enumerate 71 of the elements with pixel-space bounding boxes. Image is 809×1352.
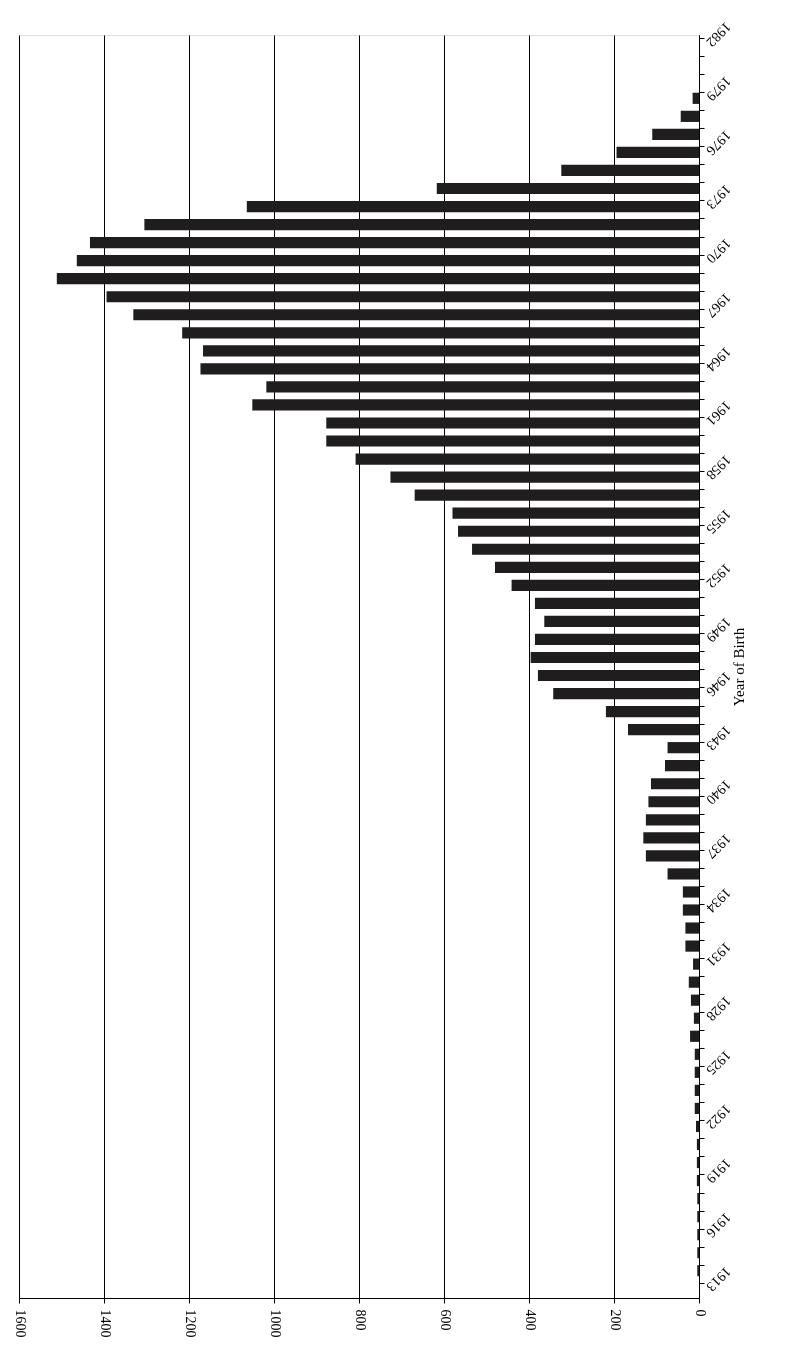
bar	[645, 814, 699, 826]
bar	[544, 615, 699, 627]
bar	[452, 507, 699, 519]
bar	[682, 886, 699, 898]
x-tick-label: 400	[522, 1309, 538, 1331]
bar	[696, 1138, 699, 1151]
bar	[534, 633, 699, 646]
bar	[495, 561, 699, 573]
bar	[694, 1066, 699, 1078]
bar	[472, 543, 699, 555]
bar	[643, 832, 699, 844]
bar	[688, 976, 699, 988]
x-tick-label: 600	[437, 1309, 453, 1331]
bar	[692, 92, 699, 104]
bar	[355, 453, 699, 465]
x-tick-label: 1400	[97, 1309, 113, 1338]
bar	[414, 489, 699, 501]
bar	[530, 651, 699, 664]
bar	[645, 850, 699, 862]
bar	[553, 687, 699, 700]
bar	[436, 182, 699, 195]
bar	[76, 255, 699, 267]
bar	[696, 1156, 699, 1169]
bar	[690, 1030, 699, 1042]
bar	[89, 237, 699, 249]
bar	[616, 146, 699, 159]
bar	[326, 417, 699, 429]
bar	[665, 760, 699, 772]
bar	[200, 363, 699, 375]
x-tick-label: 0	[692, 1309, 708, 1317]
bar	[605, 706, 699, 718]
bar	[106, 291, 699, 303]
y-axis-title: Year of Birth	[731, 627, 748, 707]
x-tick-label: 1200	[182, 1309, 198, 1338]
bar	[252, 399, 699, 411]
x-tick-label: 1000	[267, 1309, 283, 1338]
bar	[246, 200, 699, 213]
bar	[682, 904, 699, 916]
bar	[144, 218, 699, 231]
bar	[537, 669, 699, 682]
bar	[694, 1102, 699, 1115]
bar	[667, 742, 699, 754]
bar	[203, 345, 699, 357]
bar	[696, 1174, 699, 1187]
bar	[390, 471, 699, 483]
bar	[650, 778, 699, 790]
bar	[685, 940, 699, 952]
x-tick-label: 200	[607, 1309, 623, 1331]
bar	[690, 994, 699, 1006]
bar	[685, 922, 699, 934]
bar	[680, 110, 699, 122]
bar	[652, 128, 699, 140]
x-tick-label: 1600	[12, 1309, 28, 1338]
bar	[133, 309, 699, 321]
bar	[182, 327, 699, 339]
bar	[561, 164, 699, 177]
bar	[628, 724, 699, 736]
bar	[534, 597, 699, 609]
bar	[648, 796, 699, 808]
bar	[667, 868, 699, 880]
bar	[694, 1048, 699, 1060]
bar	[511, 579, 699, 591]
x-tick-label: 800	[352, 1309, 368, 1331]
bar	[266, 381, 699, 393]
bar	[694, 1084, 699, 1096]
bar	[696, 1120, 699, 1133]
bar	[458, 525, 699, 537]
bar	[693, 958, 699, 970]
bar	[693, 1012, 699, 1024]
bar	[56, 273, 699, 285]
bar	[326, 435, 699, 447]
